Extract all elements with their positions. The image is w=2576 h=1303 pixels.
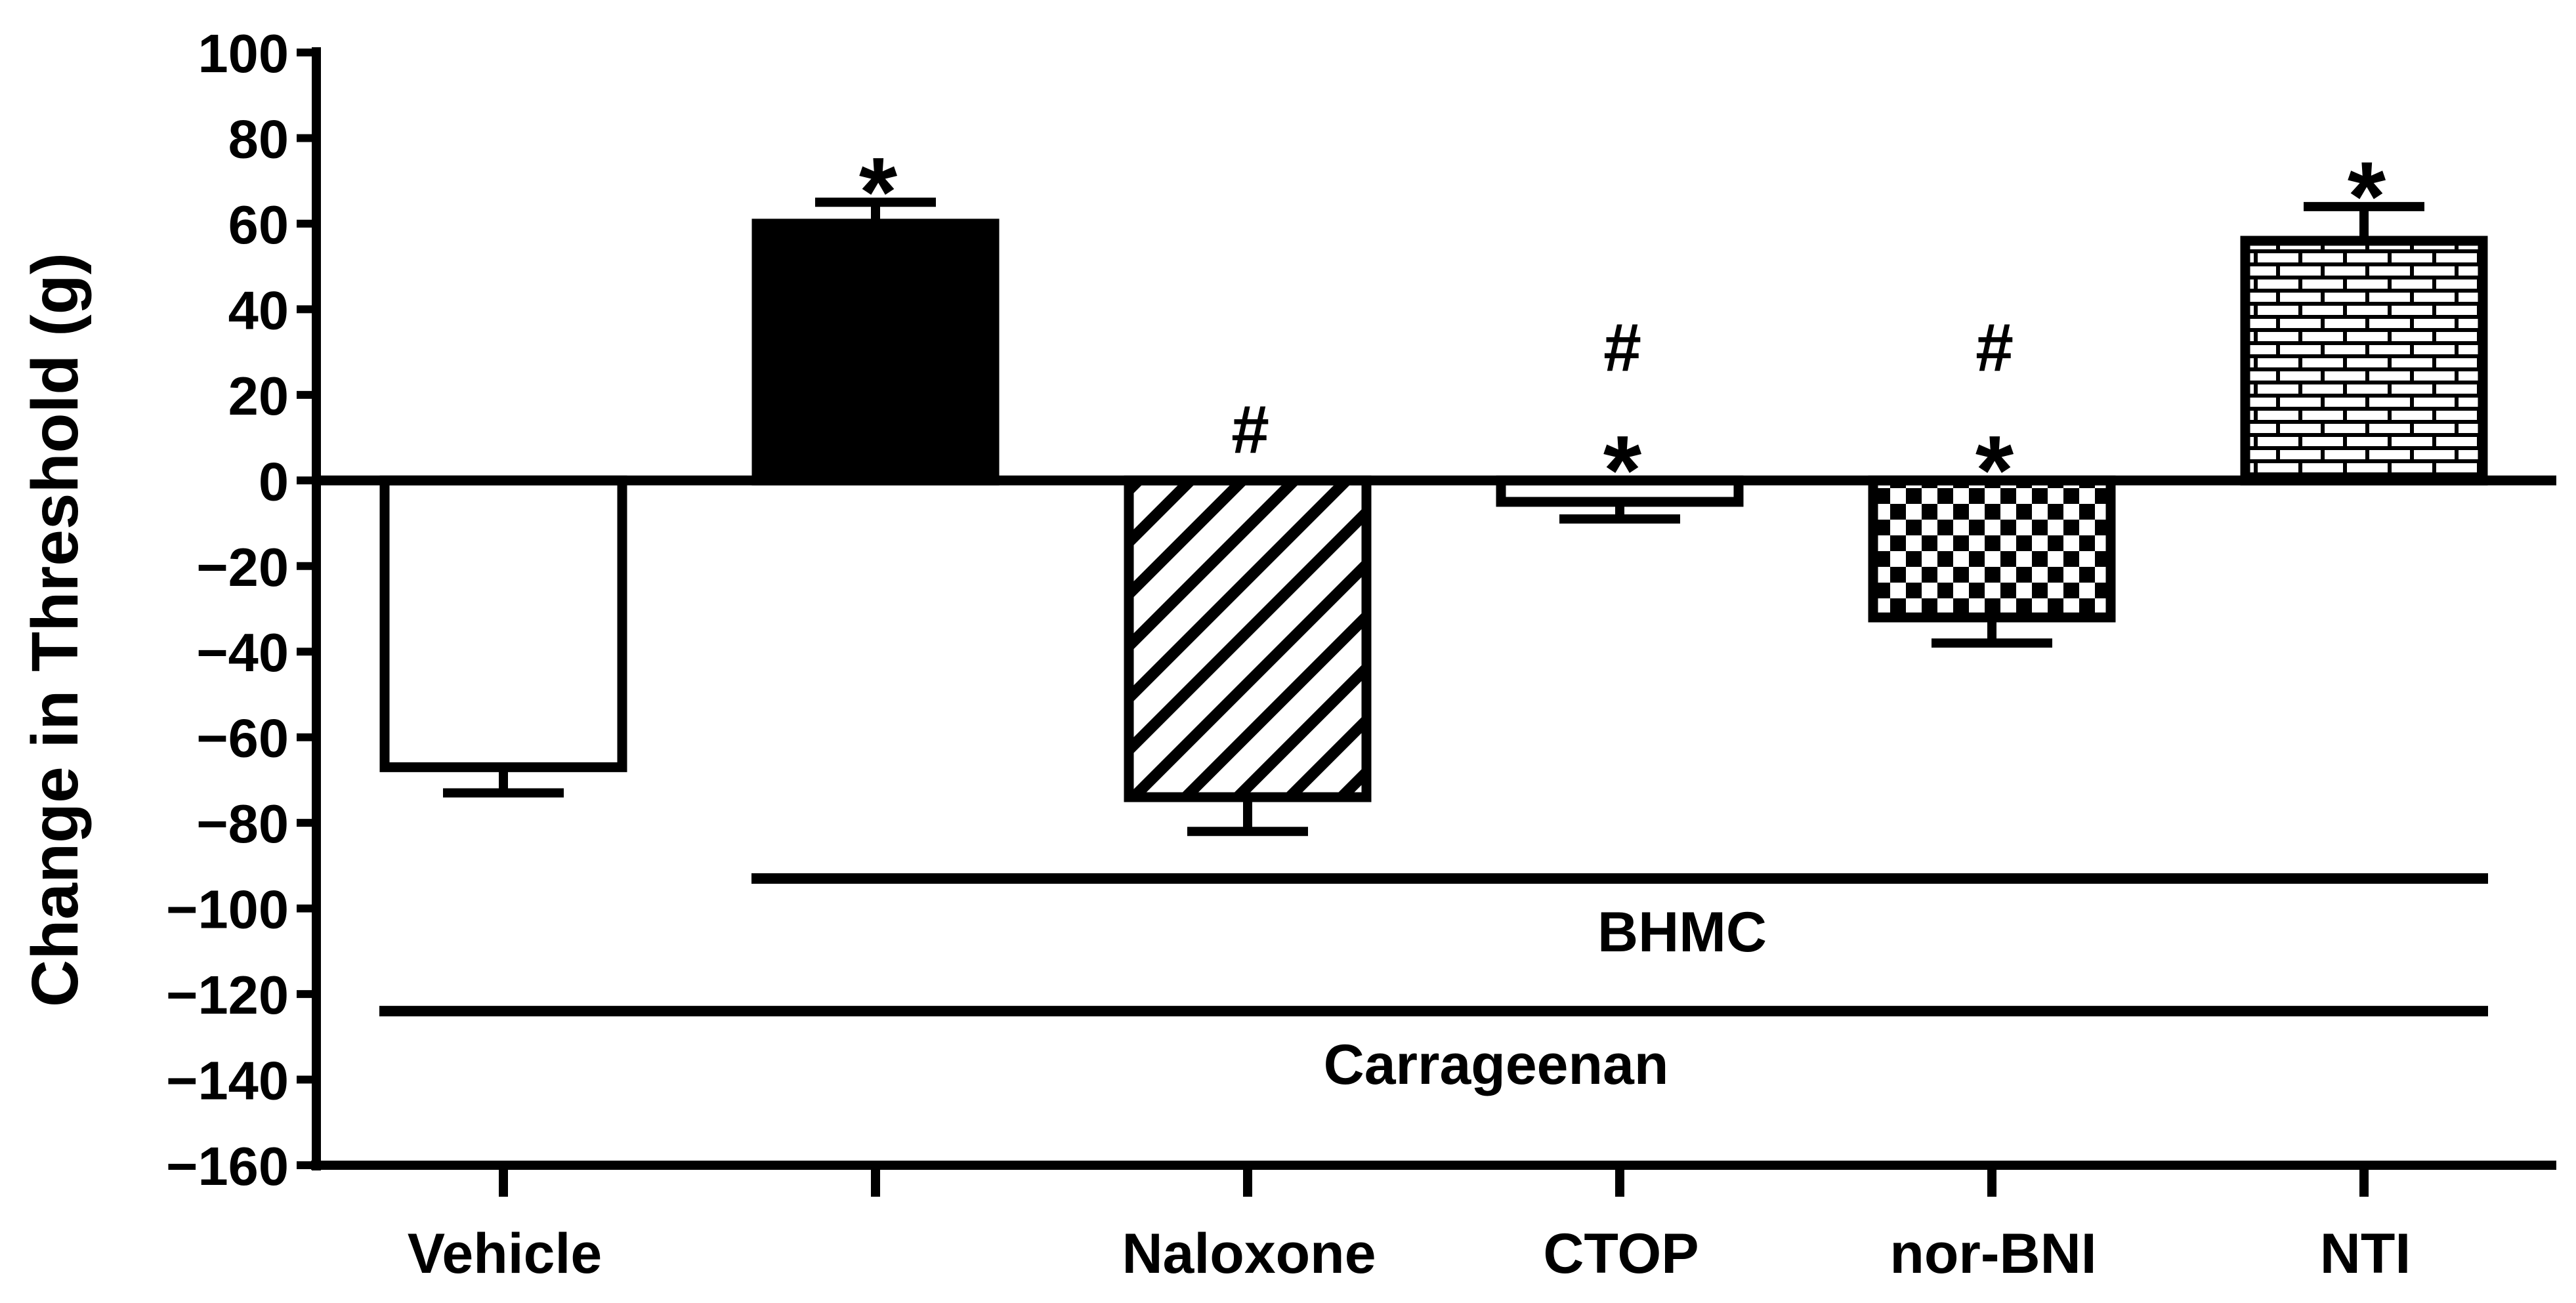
x-tick-label: Vehicle bbox=[408, 1222, 602, 1285]
bar bbox=[1868, 475, 2116, 623]
x-tick-label: nor-BNI bbox=[1890, 1222, 2096, 1285]
significance-marks: * # # * # * * bbox=[859, 136, 2386, 525]
group-label: Carrageenan bbox=[1324, 1033, 1669, 1096]
significance-hash: # bbox=[1603, 310, 1641, 386]
y-tick-label: −80 bbox=[196, 793, 289, 854]
significance-star: * bbox=[1603, 415, 1642, 525]
significance-hash: # bbox=[1231, 392, 1269, 468]
y-tick-label: 0 bbox=[259, 451, 289, 512]
significance-hash: # bbox=[1975, 310, 2014, 386]
bars bbox=[379, 197, 2488, 837]
bar bbox=[751, 218, 1000, 486]
x-tick-label: Naloxone bbox=[1122, 1222, 1376, 1285]
bar bbox=[2240, 236, 2488, 486]
y-tick-label: −40 bbox=[196, 622, 289, 683]
significance-star: * bbox=[1975, 415, 2014, 525]
y-tick-label: 60 bbox=[228, 194, 289, 255]
y-tick-label: 100 bbox=[198, 23, 289, 84]
y-tick-label: −120 bbox=[166, 964, 289, 1025]
significance-star: * bbox=[859, 136, 898, 247]
group-brackets: BHMC Carrageenan bbox=[379, 873, 2488, 1096]
y-tick-label: 20 bbox=[228, 365, 289, 426]
y-axis-title: Change in Threshold (g) bbox=[18, 253, 92, 1007]
group-label: BHMC bbox=[1597, 901, 1767, 964]
y-tick-label: 80 bbox=[228, 108, 289, 169]
bar bbox=[1124, 475, 1372, 802]
x-axis: Vehicle Naloxone CTOP nor-BNI NTI bbox=[311, 475, 2556, 1285]
y-tick-label: 40 bbox=[228, 279, 289, 341]
y-tick-label: −60 bbox=[196, 708, 289, 769]
y-tick-label: −20 bbox=[196, 537, 289, 598]
y-tick-label: −100 bbox=[166, 879, 289, 940]
significance-star: * bbox=[2348, 141, 2386, 251]
y-tick-label: −140 bbox=[166, 1050, 289, 1111]
bar bbox=[379, 475, 627, 772]
y-axis: −160 −140 −120 −100 −80 −60 −40 −20 0 20 40 60 80 100 bbox=[166, 23, 321, 1197]
y-tick-label: −160 bbox=[166, 1136, 289, 1197]
x-tick-label: CTOP bbox=[1543, 1222, 1699, 1285]
x-tick-label: NTI bbox=[2320, 1222, 2411, 1285]
